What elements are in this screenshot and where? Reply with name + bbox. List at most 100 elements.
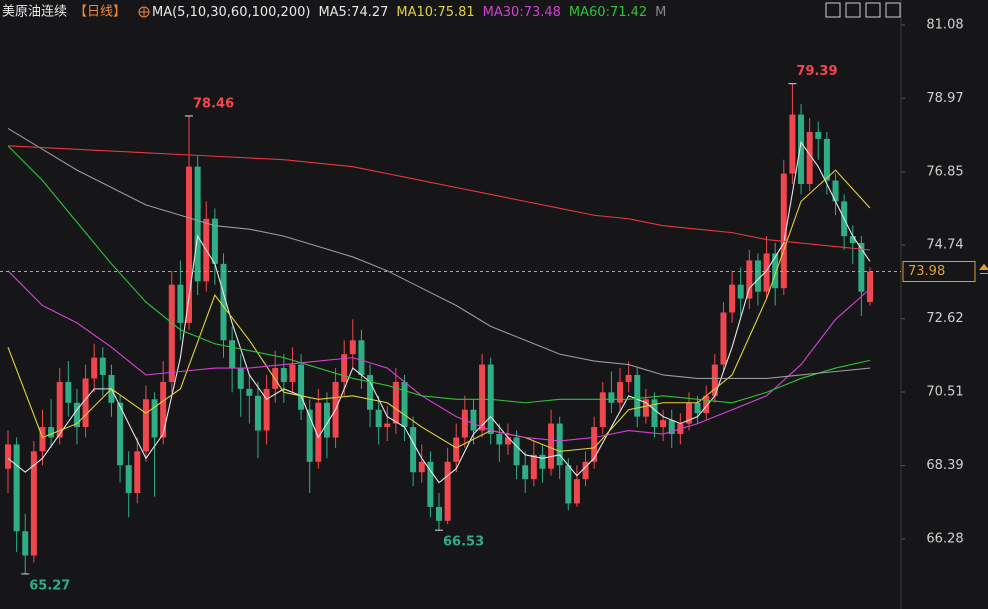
candle-body [548,423,555,469]
candle-body [306,409,313,462]
legend-entry: M [655,5,666,20]
candle-body [754,260,761,292]
candle-body [729,284,736,313]
ma-legend: MA(5,10,30,60,100,200) MA5:74.27 MA10:75.8… [152,5,666,20]
candle-body [763,253,770,292]
candle-body [5,444,11,469]
candle-body [617,381,624,403]
y-tick-label: 81.08 [926,17,963,32]
candle-body [65,381,72,403]
candle-body [151,399,158,438]
candle-body [789,114,796,174]
candle-body [436,506,442,521]
candle-body [263,388,270,431]
candle-body [772,253,779,289]
candle-body [418,461,425,473]
candle-body [323,402,330,438]
ma-line [7,145,871,251]
candle-body [470,409,477,431]
ma-line [7,270,871,442]
candle-body [599,392,606,428]
candle-body [117,402,124,466]
ma-line [7,127,871,380]
candle-body [13,444,20,532]
extreme-label: 79.39 [796,64,837,79]
candle-body [513,437,520,466]
candle-body [849,236,856,244]
candle-body [591,427,598,462]
candle-body [30,451,37,556]
candle-body [530,454,537,480]
candle-body [73,402,80,428]
candle-body [280,368,287,382]
extreme-label: 65.27 [29,578,70,593]
candle-body [573,479,580,504]
tool-button[interactable] [845,2,861,18]
candle-body [229,340,236,369]
candle-body [625,374,632,382]
candle-body [48,427,55,438]
y-tick-label: 68.39 [926,458,963,473]
candle-body [125,465,132,494]
candle-body [211,218,218,264]
candle-body [798,114,805,185]
tool-button[interactable] [885,2,901,18]
y-tick-label: 72.62 [926,311,963,326]
candle-body [694,402,701,414]
candle-body [186,166,193,323]
candle-body [651,399,658,428]
tool-button[interactable] [825,2,841,18]
y-tick-label: 66.28 [926,531,963,546]
candle-body [82,378,89,428]
candle-body [168,284,175,382]
candle-body [660,420,667,428]
candle-body [392,381,399,424]
candle-body [582,461,589,480]
y-tick-label: 76.85 [926,164,963,179]
candle-body [349,340,356,355]
candle-body [453,437,460,462]
tool-button[interactable] [865,2,881,18]
candle-body [668,420,675,435]
ma-line [7,140,871,484]
candle-body [134,451,141,494]
y-tick-label: 74.74 [926,238,963,253]
candle-body [99,357,106,375]
candle-body [56,381,63,438]
chart-title: 美原油连续 [2,4,67,20]
candle-body [298,364,305,410]
candle-body [556,423,563,466]
candle-body [823,138,830,181]
candle-body [401,381,408,428]
candle-body [194,166,201,282]
candle-body [461,409,468,438]
last-price-marker [978,263,988,275]
candle-body [91,357,98,379]
legend-entry: MA10:75.81 [396,5,474,20]
ma-line [7,145,871,404]
legend-entry: MA5:74.27 [318,5,388,20]
last-price-box [902,261,976,283]
candle-body [711,364,718,396]
candle-body [539,454,546,469]
candle-body [254,395,261,431]
legend-entry: MA30:73.48 [483,5,561,20]
candle-body [315,402,322,462]
candle-body [358,340,365,375]
candle-body [806,131,813,185]
candle-body [367,374,374,410]
candle-body [341,354,348,382]
candle-body [832,180,839,202]
candle-body [496,434,503,445]
candle-body [642,399,649,417]
candle-body [522,465,529,480]
ma-params: MA(5,10,30,60,100,200) [152,5,310,20]
y-tick-label: 70.51 [926,384,963,399]
candle-body [504,437,511,445]
candle-body [703,395,710,414]
candle-body [815,131,822,139]
candle-body [634,374,641,417]
y-tick-label: 78.97 [926,91,963,106]
toolbar [825,2,901,18]
